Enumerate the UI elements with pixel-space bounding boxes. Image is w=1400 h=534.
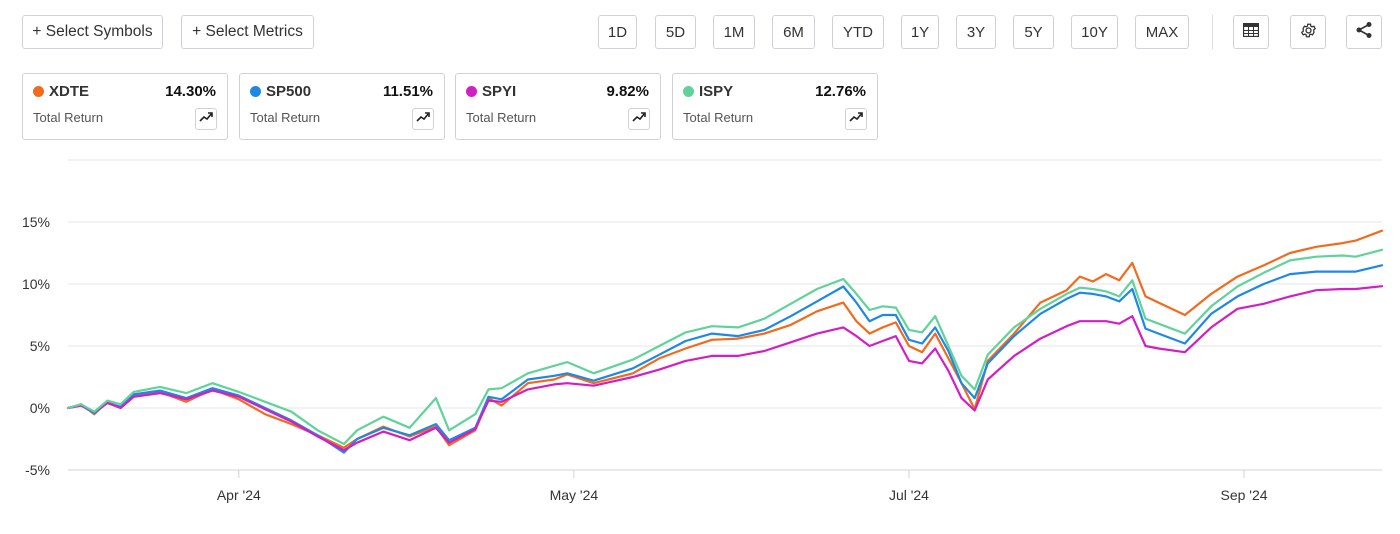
range-10y-button[interactable]: 10Y (1071, 15, 1118, 49)
card-symbol: XDTE (49, 83, 90, 100)
total-return-chart[interactable]: -5% 0% 5% 10% 15% Apr '24 May '24 Jul '24 Sep '2… (0, 150, 1400, 520)
select-metrics-button[interactable]: + Select Metrics (181, 15, 314, 49)
trend-chart-button[interactable] (628, 108, 650, 130)
card-symbol: SPYI (482, 83, 517, 100)
trend-up-icon (632, 110, 646, 128)
x-tick-label: Jul '24 (889, 487, 929, 503)
table-view-button[interactable] (1233, 15, 1269, 49)
toolbar-divider (1212, 15, 1213, 49)
trend-chart-button[interactable] (195, 108, 217, 130)
chart-axes: -5% 0% 5% 10% 15% Apr '24 May '24 Jul '24 Sep '2… (22, 214, 1268, 503)
table-icon (1242, 22, 1260, 41)
series-line-xdte (66, 229, 1384, 449)
trend-up-icon (849, 110, 863, 128)
range-5y-button[interactable]: 5Y (1013, 15, 1054, 49)
card-value: 12.76% (815, 83, 866, 100)
series-color-dot (33, 86, 44, 97)
range-3y-button[interactable]: 3Y (956, 15, 996, 49)
select-symbols-button[interactable]: + Select Symbols (22, 15, 163, 49)
range-1y-button[interactable]: 1Y (901, 15, 939, 49)
card-value: 14.30% (165, 83, 216, 100)
card-metric: Total Return (33, 110, 104, 125)
y-tick-label: -5% (25, 462, 50, 478)
series-color-dot (683, 86, 694, 97)
range-max-button[interactable]: MAX (1135, 15, 1189, 49)
symbol-card-spyi[interactable]: SPYI 9.82% Total Return (455, 73, 661, 140)
range-1d-button[interactable]: 1D (598, 15, 637, 49)
x-tick-label: Sep '24 (1221, 487, 1268, 503)
share-button[interactable] (1346, 15, 1382, 49)
card-value: 9.82% (606, 83, 649, 100)
y-tick-label: 15% (22, 214, 50, 230)
trend-chart-button[interactable] (845, 108, 867, 130)
y-tick-label: 10% (22, 276, 50, 292)
y-tick-label: 5% (30, 338, 50, 354)
series-line-sp500 (66, 264, 1384, 454)
symbol-card-sp500[interactable]: SP500 11.51% Total Return (239, 73, 445, 140)
card-value: 11.51% (382, 83, 433, 100)
card-symbol: ISPY (699, 83, 734, 100)
range-ytd-button[interactable]: YTD (832, 15, 884, 49)
trend-chart-button[interactable] (412, 108, 434, 130)
series-color-dot (466, 86, 477, 97)
chart-series (66, 229, 1384, 454)
trend-up-icon (416, 110, 430, 128)
series-color-dot (250, 86, 261, 97)
card-metric: Total Return (250, 110, 321, 125)
trend-up-icon (199, 110, 213, 128)
x-tick-label: Apr '24 (217, 487, 261, 503)
range-6m-button[interactable]: 6M (772, 15, 815, 49)
card-symbol: SP500 (266, 83, 312, 100)
series-line-spyi (66, 285, 1384, 452)
settings-button[interactable] (1290, 15, 1326, 49)
x-tick-label: May '24 (550, 487, 599, 503)
y-tick-label: 0% (30, 400, 50, 416)
range-5d-button[interactable]: 5D (655, 15, 696, 49)
gear-icon (1300, 22, 1317, 43)
symbol-card-xdte[interactable]: XDTE 14.30% Total Return (22, 73, 228, 140)
symbol-card-ispy[interactable]: ISPY 12.76% Total Return (672, 73, 878, 140)
series-line-ispy (66, 248, 1384, 446)
chart-grid (68, 159, 1382, 471)
card-metric: Total Return (683, 110, 754, 125)
card-metric: Total Return (466, 110, 537, 125)
share-icon (1355, 21, 1373, 43)
range-1m-button[interactable]: 1M (713, 15, 755, 49)
